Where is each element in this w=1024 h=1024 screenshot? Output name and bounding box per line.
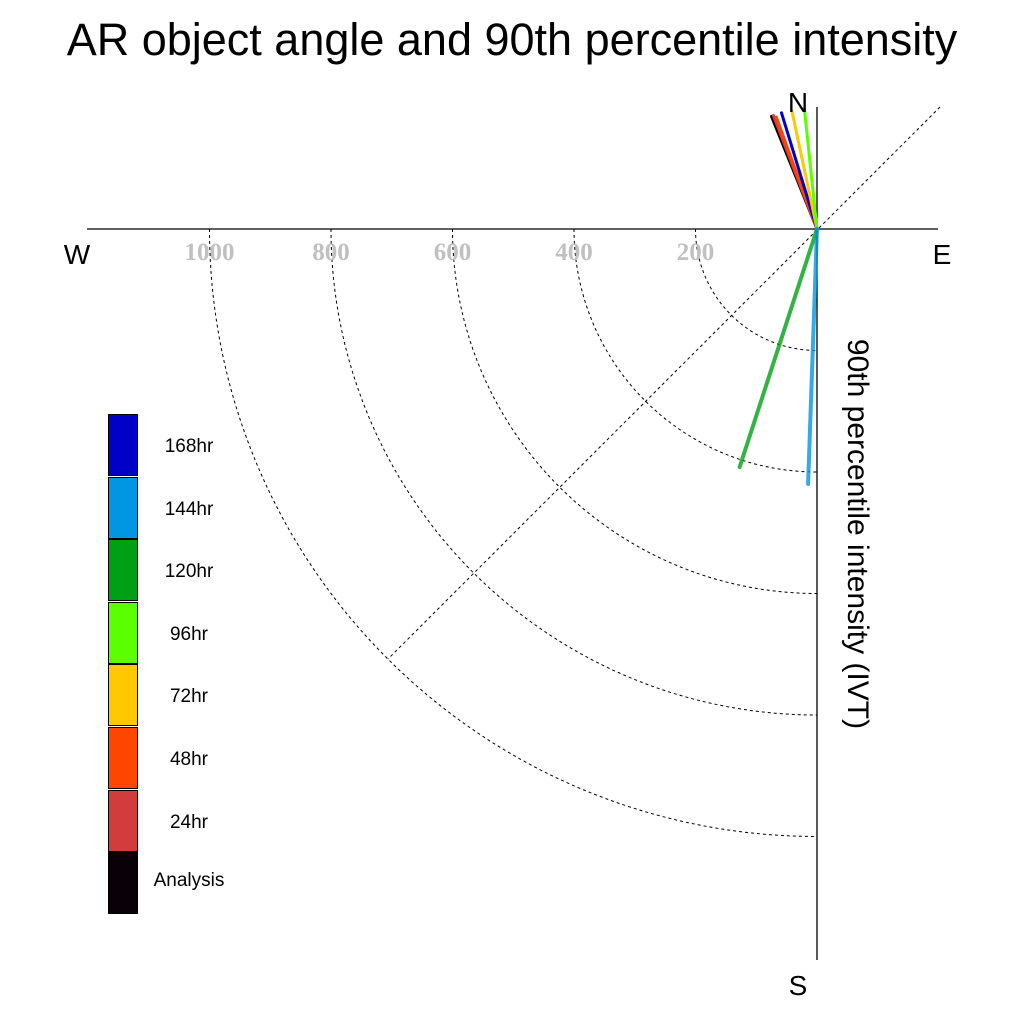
- series-line-120hr: [737, 227, 819, 470]
- grid-layer: [209, 228, 818, 837]
- radial-tick-label: 600: [434, 239, 472, 266]
- legend-label: 72hr: [169, 686, 209, 708]
- east-label: E: [933, 239, 952, 270]
- west-label: W: [64, 239, 91, 270]
- north-label: N: [788, 87, 808, 118]
- series-line-168hr: [779, 111, 819, 231]
- radial-tick-label: 200: [677, 239, 715, 266]
- legend-swatch: [108, 414, 138, 476]
- grid-arc: [209, 228, 818, 837]
- legend-label: 144hr: [164, 498, 214, 520]
- series-line-144hr: [806, 227, 819, 486]
- legend-label: 120hr: [164, 561, 214, 583]
- legend-label: 48hr: [169, 749, 209, 770]
- chart-title: AR object angle and 90th percentile inte…: [66, 14, 958, 65]
- series-layer: [737, 106, 819, 486]
- legend-swatch: [108, 852, 138, 915]
- grid-arc: [452, 228, 818, 594]
- radial-tick-label: 800: [312, 239, 350, 266]
- legend-label: 168hr: [164, 436, 214, 457]
- south-label: S: [789, 970, 808, 1001]
- legend-label: Analysis: [153, 870, 225, 892]
- grid-arc: [695, 228, 818, 351]
- series-line-96hr: [802, 106, 819, 231]
- legend-swatch: [108, 601, 138, 664]
- radial-tick-label: 400: [555, 239, 593, 266]
- diagonal-guide: [387, 106, 941, 660]
- radial-axis-label: 90th percentile intensity (IVT): [841, 339, 874, 729]
- legend-swatch: [108, 476, 138, 539]
- tick-layer: 200 400 600 800 1000: [185, 239, 715, 266]
- legend-swatch: [108, 539, 138, 602]
- legend-label: 96hr: [169, 623, 209, 645]
- legend-swatch: [108, 664, 138, 727]
- radial-tick-label: 1000: [185, 239, 235, 266]
- grid-arc: [330, 228, 818, 716]
- legend-label: 24hr: [169, 811, 209, 833]
- legend-swatch: [108, 727, 138, 789]
- legend-swatch: [108, 789, 138, 852]
- grid-arc: [573, 228, 818, 473]
- series-line-72hr: [790, 108, 819, 231]
